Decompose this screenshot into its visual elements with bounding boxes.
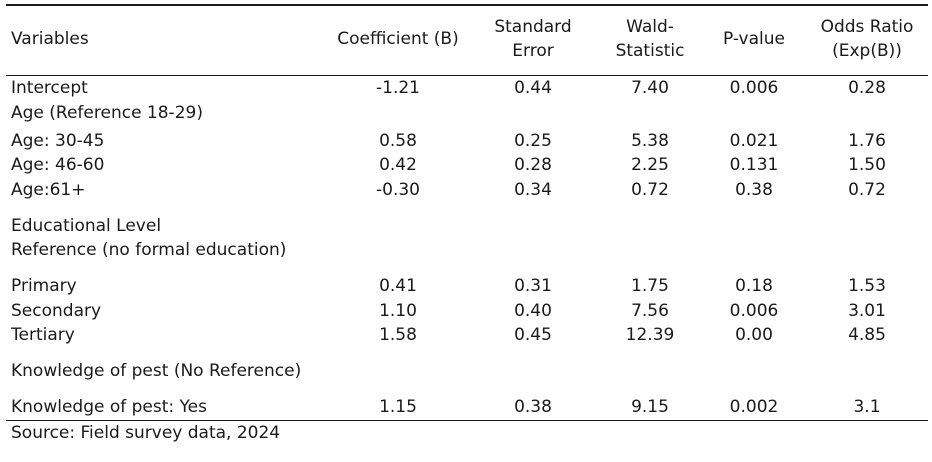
row-label: Secondary [11, 301, 102, 321]
header-wald-statistic-line: Statistic [615, 41, 685, 61]
header-wald-statistic-line: Wald- [626, 17, 674, 37]
cell-coefficient: 0.58 [379, 131, 417, 151]
header-standard-error-line: Error [512, 41, 554, 61]
table-bottom-rule [6, 420, 928, 421]
header-wald-statistic: Wald- Statistic [595, 15, 705, 63]
cell-p-value: 0.006 [729, 78, 779, 98]
row-label: Primary [11, 276, 77, 296]
cell-odds-ratio: 0.28 [848, 78, 886, 98]
row-label: Knowledge of pest (No Reference) [11, 361, 302, 381]
cell-coefficient: -0.30 [376, 180, 420, 200]
cell-p-value: 0.002 [729, 397, 779, 417]
header-variables: Variables [11, 27, 89, 51]
cell-odds-ratio: 1.76 [848, 131, 886, 151]
cell-standard-error: 0.31 [514, 276, 552, 296]
row-label: Knowledge of pest: Yes [11, 397, 207, 417]
cell-standard-error: 0.45 [514, 325, 552, 345]
header-odds-ratio: Odds Ratio (Exp(B)) [807, 15, 927, 63]
cell-standard-error: 0.34 [514, 180, 552, 200]
header-p-value-line: P-value [723, 29, 785, 49]
cell-odds-ratio: 1.53 [848, 276, 886, 296]
row-label: Intercept [11, 78, 88, 98]
cell-wald-statistic: 7.40 [631, 78, 669, 98]
cell-odds-ratio: 0.72 [848, 180, 886, 200]
cell-coefficient: 0.42 [379, 155, 417, 175]
header-standard-error: Standard Error [478, 15, 588, 63]
cell-p-value: 0.18 [735, 276, 773, 296]
cell-p-value: 0.131 [729, 155, 779, 175]
row-label: Tertiary [11, 325, 75, 345]
cell-wald-statistic: 0.72 [631, 180, 669, 200]
cell-standard-error: 0.40 [514, 301, 552, 321]
cell-coefficient: 0.41 [379, 276, 417, 296]
table-source-note: Source: Field survey data, 2024 [11, 423, 281, 443]
row-label: Age: 46-60 [11, 155, 105, 175]
row-label: Age (Reference 18-29) [11, 103, 203, 123]
cell-odds-ratio: 3.1 [853, 397, 881, 417]
cell-odds-ratio: 1.50 [848, 155, 886, 175]
header-odds-ratio-line: (Exp(B)) [832, 41, 902, 61]
cell-standard-error: 0.44 [514, 78, 552, 98]
header-coefficient: Coefficient (B) [323, 27, 473, 51]
header-coefficient-line: Coefficient (B) [337, 29, 459, 49]
cell-p-value: 0.006 [729, 301, 779, 321]
cell-coefficient: 1.58 [379, 325, 417, 345]
header-p-value: P-value [709, 27, 799, 51]
cell-coefficient: 1.10 [379, 301, 417, 321]
cell-wald-statistic: 5.38 [631, 131, 669, 151]
cell-wald-statistic: 1.75 [631, 276, 669, 296]
cell-wald-statistic: 9.15 [631, 397, 669, 417]
cell-standard-error: 0.25 [514, 131, 552, 151]
cell-p-value: 0.38 [735, 180, 773, 200]
cell-standard-error: 0.38 [514, 397, 552, 417]
cell-coefficient: -1.21 [376, 78, 420, 98]
header-odds-ratio-line: Odds Ratio [820, 17, 914, 37]
row-label: Reference (no formal education) [11, 240, 287, 260]
table-header-rule [6, 75, 928, 76]
cell-p-value: 0.021 [729, 131, 779, 151]
row-label: Educational Level [11, 216, 162, 236]
cell-wald-statistic: 2.25 [631, 155, 669, 175]
cell-wald-statistic: 12.39 [625, 325, 675, 345]
cell-p-value: 0.00 [735, 325, 773, 345]
header-standard-error-line: Standard [494, 17, 572, 37]
row-label: Age: 30-45 [11, 131, 105, 151]
cell-odds-ratio: 3.01 [848, 301, 886, 321]
cell-coefficient: 1.15 [379, 397, 417, 417]
cell-standard-error: 0.28 [514, 155, 552, 175]
row-label: Age:61+ [11, 180, 86, 200]
cell-odds-ratio: 4.85 [848, 325, 886, 345]
cell-wald-statistic: 7.56 [631, 301, 669, 321]
header-variables-line: Variables [11, 29, 89, 49]
table-top-rule [6, 4, 928, 6]
